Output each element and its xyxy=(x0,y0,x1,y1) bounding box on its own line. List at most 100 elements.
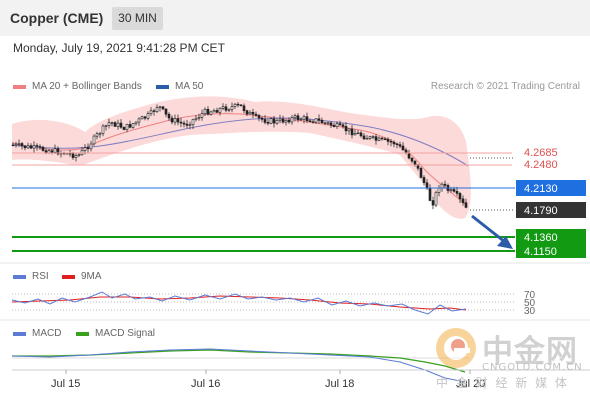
candle-body xyxy=(32,145,36,149)
candle-body xyxy=(209,111,213,115)
forecast-arrow-shaft xyxy=(471,214,506,244)
candle-body xyxy=(365,138,369,140)
candle-body xyxy=(458,193,462,200)
candle-body xyxy=(269,118,273,124)
watermark-logo-text: 中金网 xyxy=(482,334,578,370)
candle-body xyxy=(443,183,447,186)
candle-body xyxy=(188,124,192,126)
candle-body xyxy=(335,123,339,127)
candle-body xyxy=(332,124,336,127)
candle-body xyxy=(191,119,195,125)
candle-body xyxy=(182,122,186,125)
last-price-box xyxy=(516,202,586,218)
candle-body xyxy=(392,141,396,145)
candle-body xyxy=(293,115,297,118)
candle-body xyxy=(200,113,204,118)
price-chart-panel xyxy=(0,62,590,260)
candle-body xyxy=(161,106,165,110)
candle-body xyxy=(125,124,129,130)
macd-line xyxy=(11,348,466,383)
candle-body xyxy=(410,157,414,162)
candle-body xyxy=(95,133,99,137)
candle-body xyxy=(245,110,249,115)
rsi-line xyxy=(11,291,467,315)
candle-body xyxy=(287,120,291,123)
candle-body xyxy=(371,136,375,138)
candle-body xyxy=(128,124,132,128)
candle-body xyxy=(74,155,78,158)
candle-body xyxy=(362,135,366,140)
candle-body xyxy=(236,103,240,106)
macd-legend-macd: MACD xyxy=(13,328,61,339)
candle-body xyxy=(347,128,351,132)
candle-body xyxy=(284,120,288,123)
research-credit: Research © 2021 Trading Central xyxy=(430,81,580,92)
candle-body xyxy=(422,177,426,183)
candle-body xyxy=(338,123,342,126)
candle-body xyxy=(110,122,114,124)
candle-body xyxy=(14,143,18,146)
candle-body xyxy=(212,110,216,113)
candle-body xyxy=(149,110,153,115)
candle-body xyxy=(305,116,309,121)
candle-body xyxy=(407,152,411,159)
support-label-box xyxy=(516,229,586,258)
candle-body xyxy=(386,138,390,142)
candle-body xyxy=(152,110,156,112)
candle-body xyxy=(434,192,438,206)
rsi-legend-rsi: RSI xyxy=(13,271,49,282)
x-label-jul20: Jul 20 xyxy=(456,378,485,390)
candle-body xyxy=(224,106,228,111)
candle-body xyxy=(53,148,57,153)
candle-body xyxy=(350,128,354,136)
pivot-label: 4.2130 xyxy=(524,183,558,195)
x-label-jul16: Jul 16 xyxy=(191,378,220,390)
candle-body xyxy=(344,126,348,132)
candle-body xyxy=(311,121,315,123)
candle-body xyxy=(251,112,255,115)
candle-body xyxy=(299,119,303,121)
watermark-tagline: 中 金 财 经 新 媒 体 xyxy=(436,376,569,390)
timeframe-button[interactable]: 30 MIN xyxy=(112,7,163,30)
candle-body xyxy=(113,122,117,127)
x-label-jul15: Jul 15 xyxy=(51,378,80,390)
candle-body xyxy=(230,106,234,110)
rsi-level-label-70: 70 xyxy=(524,290,536,301)
candle-body xyxy=(194,117,198,120)
macd-signal-legend-label: MACD Signal xyxy=(95,328,156,339)
candle-body xyxy=(413,160,417,165)
rsi-9ma-legend-label: 9MA xyxy=(81,271,102,282)
ma50-swatch xyxy=(156,84,169,89)
chart-datetime: Monday, July 19, 2021 9:41:28 PM CET xyxy=(13,41,225,55)
resistance-label-1: 4.2685 xyxy=(524,147,558,159)
rsi-level-label-50: 50 xyxy=(524,298,536,309)
cngold-logo-icon xyxy=(436,328,476,368)
resistance-label-2: 4.2480 xyxy=(524,159,558,171)
bollinger-swatch xyxy=(13,84,26,89)
last-price-label: 4.1790 xyxy=(524,205,558,217)
rsi-legend-9ma: 9MA xyxy=(62,271,102,282)
instrument-title: Copper (CME) xyxy=(10,10,104,26)
candle-body xyxy=(323,122,327,124)
candle-body xyxy=(239,104,243,107)
rsi-9ma-line xyxy=(11,295,467,311)
candle-body xyxy=(227,109,231,111)
main-legend-bollinger: MA 20 + Bollinger Bands xyxy=(13,81,142,92)
candle-body xyxy=(56,148,60,155)
candle-body xyxy=(242,105,246,112)
candle-body xyxy=(296,115,300,120)
candle-body xyxy=(266,122,270,124)
candle-body xyxy=(107,122,111,126)
candle-body xyxy=(254,113,258,116)
candle-body xyxy=(377,137,381,141)
candle-body xyxy=(449,189,453,191)
candle-body xyxy=(431,200,435,206)
candle-body xyxy=(17,143,21,145)
candle-body xyxy=(206,109,210,115)
candle-body xyxy=(359,132,363,137)
candle-body xyxy=(233,103,237,107)
main-legend-ma50: MA 50 xyxy=(156,81,203,92)
ma50-line xyxy=(11,117,469,167)
candle-body xyxy=(86,147,90,150)
